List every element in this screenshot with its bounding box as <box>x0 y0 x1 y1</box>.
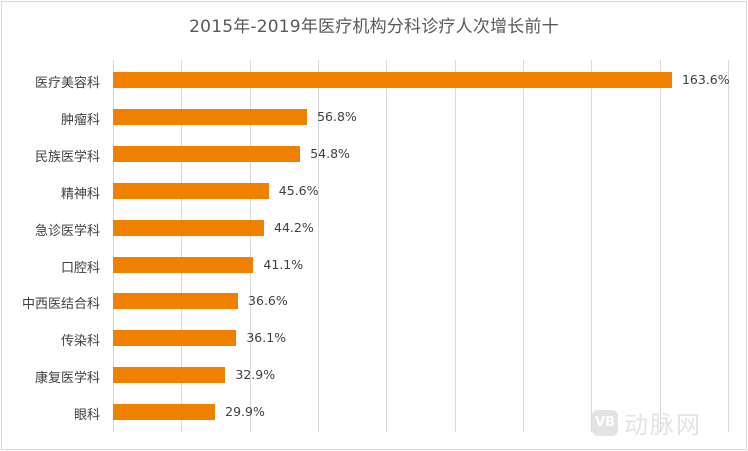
value-label: 56.8% <box>317 108 357 124</box>
bar-row: 民族医学科 54.8% <box>35 136 728 173</box>
bar-row: 康复医学科 32.9% <box>35 357 728 394</box>
bar-row: 急诊医学科 44.2% <box>35 210 728 247</box>
category-label: 口腔科 <box>60 260 100 276</box>
category-label: 传染科 <box>60 334 100 350</box>
category-label: 眼科 <box>73 408 100 424</box>
value-label: 36.1% <box>246 330 287 346</box>
bar-row: 传染科 36.1% <box>61 320 728 357</box>
bar-row: 肿瘤科 56.8% <box>61 99 728 136</box>
category-label: 急诊医学科 <box>34 223 100 239</box>
gridline <box>181 60 182 432</box>
category-label: 精神科 <box>60 186 100 202</box>
gridline <box>318 60 319 432</box>
watermark-text: 动脉网 <box>624 411 702 439</box>
category-label: 肿瘤科 <box>60 112 100 128</box>
value-label: 54.8% <box>310 145 350 161</box>
bar <box>113 182 269 199</box>
gridline <box>386 60 387 432</box>
category-label: 中西医结合科 <box>21 297 100 313</box>
bar <box>113 367 226 384</box>
bar-row: 精神科 45.6% <box>61 173 728 210</box>
value-label: 44.2% <box>274 219 314 235</box>
bar <box>113 256 254 273</box>
watermark-logo-icon: VB <box>592 409 618 436</box>
bar <box>113 404 216 421</box>
value-label: 163.6% <box>681 72 730 87</box>
value-label: 36.6% <box>248 293 288 309</box>
bar <box>113 72 672 88</box>
category-label: 康复医学科 <box>34 371 100 387</box>
chart-title: 2015年-2019年医疗机构分科诊疗人次增长前十 <box>189 17 559 37</box>
bar <box>113 330 237 347</box>
plot-area: 医疗美容科 163.6% 肿瘤科 56.8% 民族医学科 54.8% 精神科 45.6% 急诊医… <box>22 60 730 432</box>
gridline <box>455 60 456 432</box>
gridline <box>728 60 729 432</box>
gridline <box>523 60 524 432</box>
bar <box>113 145 301 162</box>
bar <box>113 108 308 125</box>
bar-row: 中西医结合科 36.6% <box>22 283 728 320</box>
gridline <box>250 60 251 432</box>
bar-row: 眼科 29.9% <box>74 394 728 431</box>
gridline <box>591 60 592 432</box>
value-label: 41.1% <box>263 256 304 272</box>
value-label: 29.9% <box>225 404 265 420</box>
bar-row: 医疗美容科 163.6% <box>35 62 730 99</box>
gridline <box>660 60 661 432</box>
gridline <box>113 60 114 432</box>
bar <box>113 219 265 236</box>
bar <box>113 293 239 310</box>
value-label: 32.9% <box>235 367 276 383</box>
category-label: 医疗美容科 <box>34 76 100 91</box>
watermark: VB 动脉网 <box>592 405 702 440</box>
category-label: 民族医学科 <box>34 149 100 165</box>
bar-row: 口腔科 41.1% <box>61 247 728 284</box>
value-label: 45.6% <box>278 182 319 198</box>
